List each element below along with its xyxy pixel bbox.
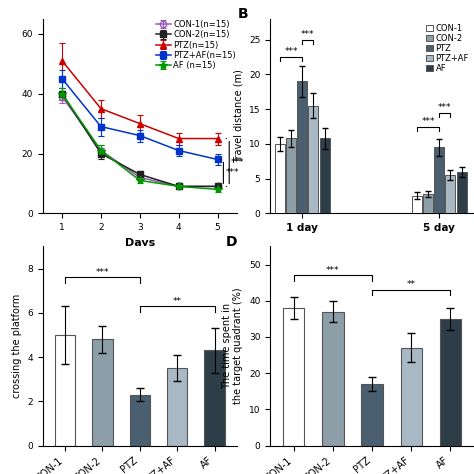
Text: ***: *** xyxy=(438,103,452,112)
Bar xyxy=(319,138,329,213)
Text: ***: *** xyxy=(326,265,340,274)
Bar xyxy=(204,350,225,446)
Legend: CON-1(n=15), CON-2(n=15), PTZ(n=15), PTZ+AF(n=15), AF (n=15): CON-1(n=15), CON-2(n=15), PTZ(n=15), PTZ… xyxy=(155,19,237,71)
Bar xyxy=(92,339,113,446)
Bar xyxy=(167,368,188,446)
Bar xyxy=(456,172,466,213)
Bar xyxy=(446,175,456,213)
Text: **: ** xyxy=(407,280,416,289)
Legend: CON-1, CON-2, PTZ, PTZ+AF, AF: CON-1, CON-2, PTZ, PTZ+AF, AF xyxy=(425,23,470,74)
Bar xyxy=(55,335,75,446)
Bar xyxy=(423,194,433,213)
Bar xyxy=(129,395,150,446)
Text: ***: *** xyxy=(225,168,239,177)
Text: ***: *** xyxy=(231,158,245,167)
Text: ***: *** xyxy=(421,117,435,126)
Text: ***: *** xyxy=(96,268,109,277)
Bar xyxy=(412,196,422,213)
Bar xyxy=(283,308,304,446)
Text: D: D xyxy=(225,235,237,248)
Y-axis label: The time spent in
the target quadrant (%): The time spent in the target quadrant (%… xyxy=(222,288,244,404)
X-axis label: Days: Days xyxy=(125,237,155,247)
Bar xyxy=(297,82,307,213)
Bar xyxy=(440,319,461,446)
Text: B: B xyxy=(237,7,248,21)
Text: **: ** xyxy=(173,297,182,306)
Y-axis label: Travel distance (m): Travel distance (m) xyxy=(233,69,244,163)
Bar xyxy=(275,144,285,213)
Y-axis label: crossing the platform: crossing the platform xyxy=(12,294,22,398)
Text: ***: *** xyxy=(301,30,315,39)
Bar xyxy=(309,106,319,213)
Bar xyxy=(322,311,344,446)
Bar xyxy=(434,147,444,213)
Text: ***: *** xyxy=(284,47,298,56)
Bar xyxy=(286,138,296,213)
Bar xyxy=(401,348,422,446)
Bar xyxy=(361,384,383,446)
